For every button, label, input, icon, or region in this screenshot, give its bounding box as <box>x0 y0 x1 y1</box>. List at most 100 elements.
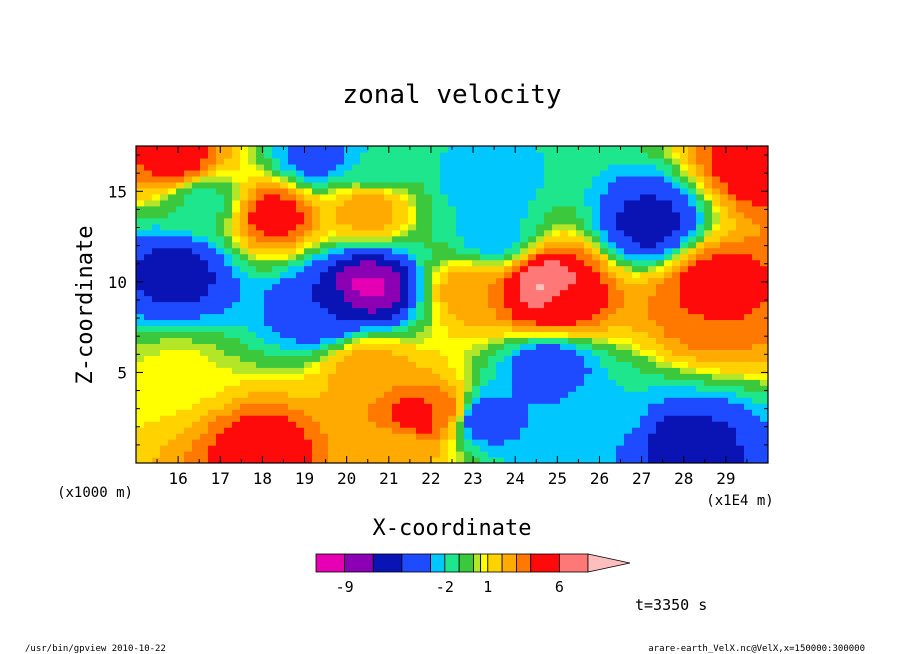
field-cell <box>448 157 457 165</box>
field-cell <box>136 457 145 463</box>
field-cell <box>456 187 465 195</box>
field-cell <box>176 385 185 392</box>
field-cell <box>480 409 489 416</box>
field-cell <box>536 379 545 386</box>
field-cell <box>368 331 377 338</box>
field-cell <box>664 313 673 321</box>
field-cell <box>272 193 281 201</box>
field-cell <box>224 409 233 416</box>
field-cell <box>632 331 641 338</box>
field-cell <box>464 289 473 297</box>
field-cell <box>488 343 497 350</box>
field-cell <box>240 289 249 297</box>
field-cell <box>360 319 369 327</box>
field-cell <box>456 343 465 350</box>
field-cell <box>416 271 425 279</box>
field-cell <box>160 229 169 237</box>
field-cell <box>488 379 497 386</box>
field-cell <box>144 319 153 327</box>
field-cell <box>144 313 153 321</box>
field-cell <box>584 241 593 249</box>
field-cell <box>584 151 593 159</box>
field-cell <box>592 247 601 255</box>
field-cell <box>192 337 201 344</box>
field-cell <box>400 235 409 243</box>
field-cell <box>504 169 513 177</box>
field-cell <box>232 391 241 398</box>
field-cell <box>408 451 417 458</box>
field-cell <box>168 259 177 267</box>
field-cell <box>456 199 465 207</box>
field-cell <box>712 451 721 458</box>
field-cell <box>376 427 385 434</box>
x-tick-label: 28 <box>674 469 693 488</box>
field-cell <box>664 385 673 392</box>
field-cell <box>496 259 505 267</box>
field-cell <box>592 211 601 219</box>
field-cell <box>728 403 737 410</box>
field-cell <box>320 259 329 267</box>
field-cell <box>408 427 417 434</box>
field-cell <box>232 217 241 225</box>
field-cell <box>312 457 321 463</box>
field-cell <box>192 379 201 386</box>
field-cell <box>352 205 361 213</box>
field-cell <box>664 445 673 452</box>
field-cell <box>240 445 249 452</box>
field-cell <box>680 451 689 458</box>
field-cell <box>544 265 553 273</box>
field-cell <box>680 343 689 350</box>
field-cell <box>472 223 481 231</box>
field-cell <box>416 313 425 321</box>
field-cell <box>288 373 297 380</box>
field-cell <box>440 409 449 416</box>
field-cell <box>288 241 297 249</box>
field-cell <box>648 301 657 309</box>
field-cell <box>680 151 689 159</box>
field-cell <box>352 169 361 177</box>
field-cell <box>376 181 385 189</box>
field-cell <box>368 403 377 410</box>
field-cell <box>568 271 577 279</box>
field-cell <box>512 253 521 261</box>
field-cell <box>688 211 697 219</box>
field-cell <box>496 427 505 434</box>
field-cell <box>744 355 753 362</box>
field-cell <box>672 157 681 165</box>
field-cell <box>680 277 689 285</box>
field-cell <box>184 199 193 207</box>
field-cell <box>160 277 169 285</box>
field-cell <box>368 295 377 303</box>
field-cell <box>304 421 313 428</box>
field-cell <box>488 151 497 159</box>
field-cell <box>680 163 689 171</box>
field-cell <box>288 146 297 153</box>
field-cell <box>744 247 753 255</box>
field-cell <box>680 265 689 273</box>
field-cell <box>736 313 745 321</box>
field-cell <box>600 169 609 177</box>
field-cell <box>200 313 209 321</box>
field-cell <box>568 301 577 309</box>
field-cell <box>216 253 225 261</box>
field-cell <box>288 451 297 458</box>
field-cell <box>640 199 649 207</box>
field-cell <box>264 175 273 183</box>
field-cell <box>464 319 473 327</box>
field-cell <box>560 271 569 279</box>
field-cell <box>400 169 409 177</box>
field-cell <box>568 265 577 273</box>
field-cell <box>720 169 729 177</box>
field-cell <box>632 397 641 404</box>
field-cell <box>496 163 505 171</box>
field-cell <box>544 415 553 422</box>
field-cell <box>136 361 145 368</box>
field-cell <box>512 235 521 243</box>
field-cell <box>488 289 497 297</box>
field-cell <box>528 283 537 291</box>
field-cell <box>160 259 169 267</box>
field-cell <box>144 157 153 165</box>
field-cell <box>592 457 601 463</box>
field-cell <box>344 289 353 297</box>
field-cell <box>152 146 161 153</box>
